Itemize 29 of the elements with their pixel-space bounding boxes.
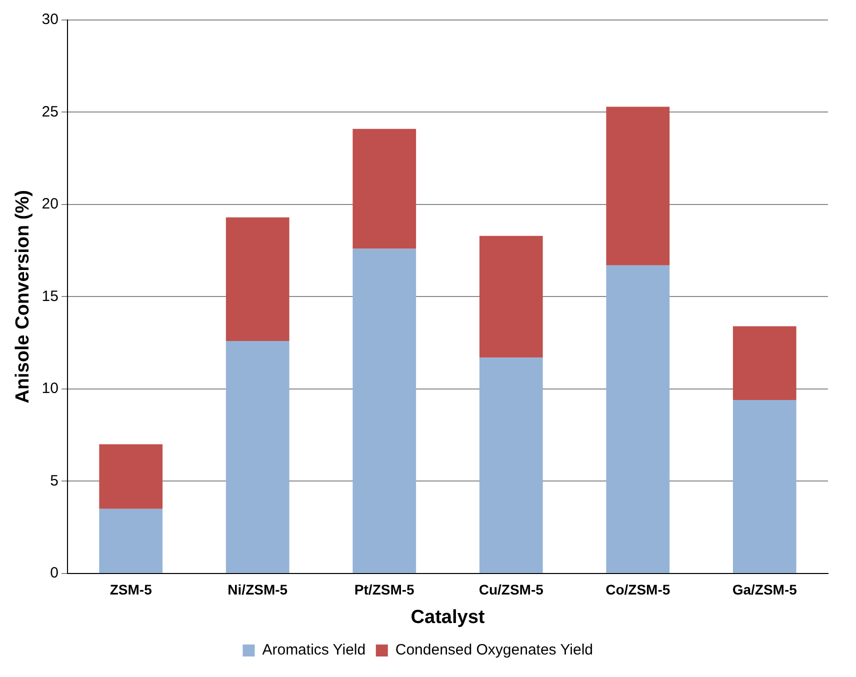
legend-label: Aromatics Yield	[262, 642, 366, 659]
bar	[99, 444, 163, 509]
y-tick-label: 15	[42, 288, 58, 305]
y-axis-title: Anisole Conversion (%)	[12, 190, 34, 404]
bar	[352, 128, 416, 249]
bar	[99, 508, 163, 573]
bar	[732, 326, 796, 400]
bar	[732, 400, 796, 573]
legend-label: Condensed Oxygenates Yield	[395, 642, 594, 659]
x-tick-label: Cu/ZSM-5	[478, 582, 544, 598]
x-tick-label: Ni/ZSM-5	[228, 582, 288, 598]
x-tick-label: Ga/ZSM-5	[732, 582, 798, 598]
x-tick-label: ZSM-5	[110, 582, 152, 598]
x-axis-title: Catalyst	[410, 606, 486, 628]
x-tick-label: Pt/ZSM-5	[354, 582, 415, 598]
y-tick-label: 20	[42, 196, 58, 213]
bar	[226, 340, 290, 573]
x-tick-label: Co/ZSM-5	[606, 582, 670, 598]
y-tick-label: 25	[42, 103, 58, 120]
bar	[352, 248, 416, 573]
bar	[479, 358, 543, 573]
bar	[479, 236, 543, 358]
bar	[226, 217, 290, 341]
y-tick-label: 5	[50, 472, 58, 490]
bar	[606, 106, 670, 266]
y-tick-label: 30	[42, 11, 58, 28]
bar	[606, 265, 670, 573]
y-tick-label: 0	[50, 564, 58, 582]
y-tick-label: 10	[42, 380, 58, 398]
